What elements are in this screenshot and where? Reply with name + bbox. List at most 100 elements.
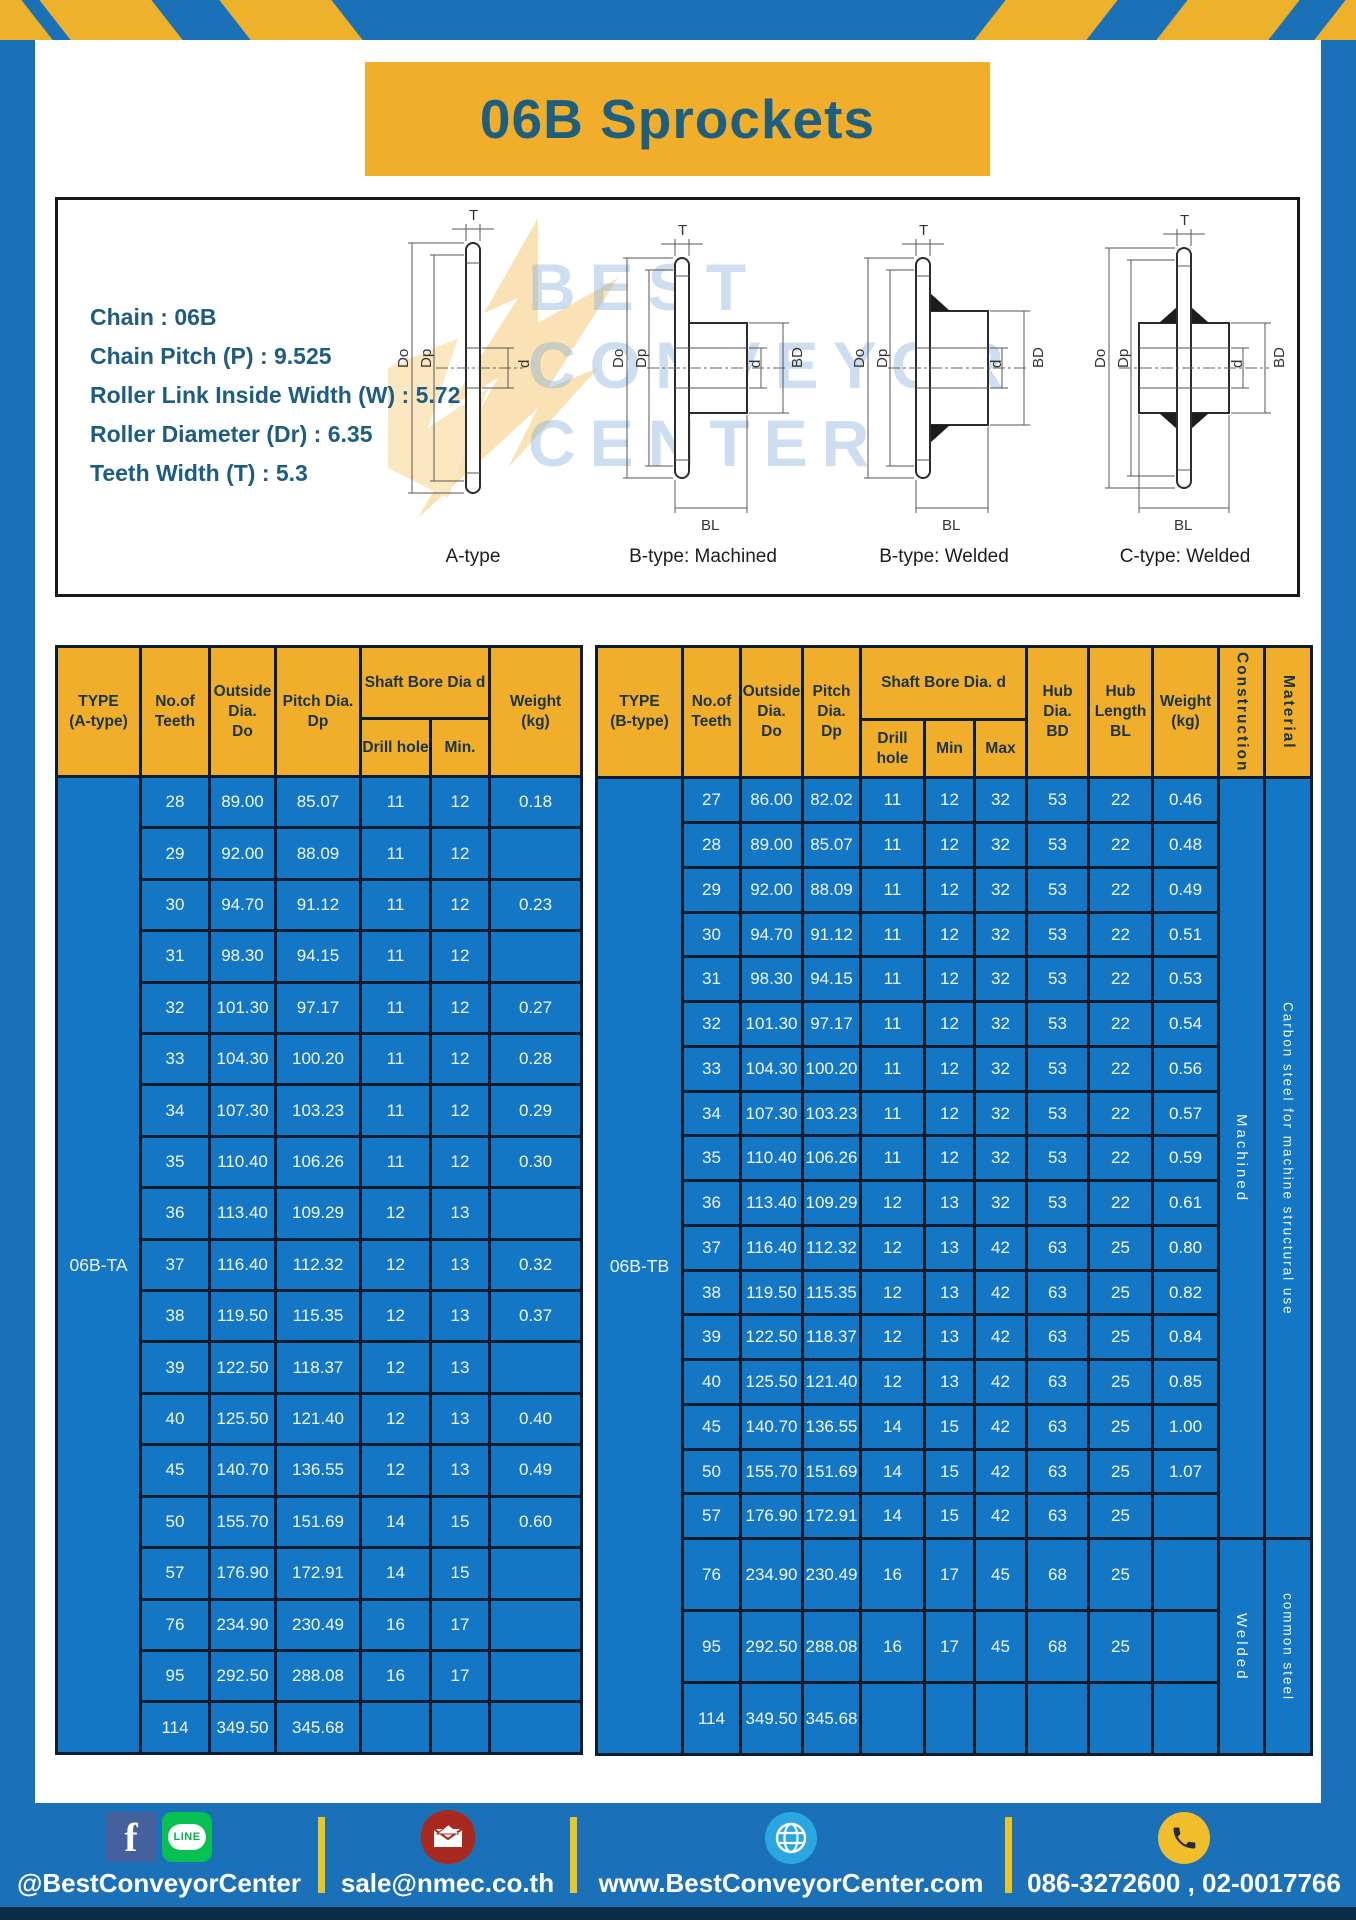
table-cell: 11 <box>859 1089 926 1138</box>
col-type: TYPE (B-type) <box>595 644 684 780</box>
table-cell: 230.49 <box>801 1537 862 1613</box>
table-cell: 136.55 <box>274 1443 362 1498</box>
table-cell: 172.91 <box>801 1492 862 1541</box>
table-cell: 0.56 <box>1151 1044 1221 1093</box>
table-cell: 45 <box>972 1609 1029 1685</box>
mail-icon <box>420 1810 475 1864</box>
table-cell: 25 <box>1087 1402 1155 1451</box>
spec-line: Chain Pitch (P) : 9.525 <box>90 343 332 369</box>
table-cell: 12 <box>359 1289 432 1344</box>
table-row: 32 101.30 97.17 11 12 0.27 <box>57 980 584 1036</box>
table-cell: 45 <box>972 1537 1029 1613</box>
table-row: 114 349.50 345.68 <box>597 1681 1312 1757</box>
spec-block: Chain : 06B Chain Pitch (P) : 9.525 Roll… <box>90 298 460 493</box>
table-row: 76 234.90 230.49 16 17 <box>57 1597 584 1652</box>
table-cell: 22 <box>1087 821 1155 869</box>
table-cell: 76 <box>139 1597 211 1652</box>
table-cell: 110.40 <box>208 1134 277 1190</box>
footer-divider <box>318 1817 325 1893</box>
table-cell: 0.27 <box>488 980 584 1036</box>
hazard-stripe <box>1151 0 1305 40</box>
table-cell: 22 <box>1087 955 1155 1004</box>
table-cell: 36 <box>681 1179 742 1227</box>
table-cell <box>488 1186 584 1241</box>
table-cell: 40 <box>139 1391 211 1447</box>
table-cell: 11 <box>359 826 432 881</box>
table-cell: 30 <box>681 910 742 959</box>
table-row: 76 234.90 230.49 16 17 45 68 25 Welded common ste… <box>597 1537 1314 1757</box>
table-cell: 288.08 <box>801 1609 862 1685</box>
footer-divider <box>1005 1817 1012 1893</box>
table-cell: 103.23 <box>274 1083 362 1138</box>
line-icon: LINE <box>162 1812 212 1862</box>
social-handle: @BestConveyorCenter <box>17 1868 301 1898</box>
table-cell: 53 <box>1025 1089 1091 1138</box>
table-a: TYPE (A-type) No.of Teeth Outside Dia. D… <box>55 645 584 1755</box>
table-cell: 42 <box>972 1447 1029 1496</box>
table-cell: 34 <box>681 1089 742 1138</box>
table-cell: 13 <box>428 1289 492 1344</box>
svg-text:d: d <box>1229 360 1246 368</box>
table-cell: 53 <box>1025 1134 1091 1183</box>
top-hazard-band <box>0 0 1356 40</box>
table-row: 29 92.00 88.09 11 12 32 53 22 0.49 <box>597 865 1312 914</box>
col-construction: Construction <box>1217 644 1267 780</box>
table-row: 37 116.40 112.32 12 13 42 63 25 0.80 <box>597 1223 1312 1272</box>
table-cell: 100.20 <box>274 1032 362 1087</box>
table-cell: 32 <box>972 1089 1029 1138</box>
table-cell: 12 <box>359 1391 432 1447</box>
table-cell: 12 <box>923 1000 976 1048</box>
table-cell: 53 <box>1025 1044 1091 1093</box>
table-cell: 32 <box>972 1044 1029 1093</box>
col-drill-hole: Drill hole <box>359 717 432 778</box>
table-cell <box>488 1648 584 1704</box>
table-row: 95 292.50 288.08 16 17 <box>57 1648 584 1704</box>
table-cell: 15 <box>923 1492 976 1541</box>
diagram-panel: BEST CONVEYOR CENTER Chain : 06B Chain P… <box>55 197 1300 597</box>
table-row: 33 104.30 100.20 11 12 0.28 <box>57 1032 584 1087</box>
table-cell: 118.37 <box>801 1313 862 1362</box>
table-cell: 12 <box>859 1223 926 1272</box>
table-cell: 97.17 <box>801 1000 862 1048</box>
table-cell: 32 <box>972 1000 1029 1048</box>
table-b-header: TYPE (B-type) No.of Teeth Outside Dia. D… <box>595 644 1314 780</box>
website-text: www.BestConveyorCenter.com <box>598 1868 984 1898</box>
table-a-header: TYPE (A-type) No.of Teeth Outside Dia. D… <box>55 645 584 778</box>
table-cell: 11 <box>859 910 926 959</box>
table-cell: 13 <box>923 1223 976 1272</box>
table-cell: 13 <box>923 1268 976 1317</box>
table-cell: 53 <box>1025 955 1091 1004</box>
col-weight: Weight (kg) <box>488 645 584 778</box>
table-cell <box>359 1700 432 1755</box>
table-cell: 0.46 <box>1151 776 1221 825</box>
table-cell: 53 <box>1025 776 1091 825</box>
table-cell: 57 <box>681 1492 742 1541</box>
table-cell: 95 <box>681 1609 742 1685</box>
table-cell: 32 <box>972 1134 1029 1183</box>
table-cell: 17 <box>923 1537 976 1613</box>
table-cell: 140.70 <box>739 1402 804 1451</box>
diagram-caption: C-type: Welded <box>1119 546 1251 567</box>
table-cell: 12 <box>359 1186 432 1241</box>
col-shaft-bore: Shaft Bore Dia d <box>358 645 492 720</box>
facebook-icon: f <box>106 1812 156 1862</box>
table-b: TYPE (B-type) No.of Teeth Outside Dia. D… <box>595 644 1314 1757</box>
table-cell: 15 <box>923 1402 976 1451</box>
table-cell: 36 <box>139 1186 211 1241</box>
table-cell: 0.48 <box>1151 821 1221 869</box>
globe-icon <box>765 1812 817 1864</box>
table-cell: 16 <box>859 1537 926 1613</box>
table-cell: 119.50 <box>208 1289 277 1344</box>
col-weight: Weight (kg) <box>1151 644 1221 780</box>
table-cell: 63 <box>1025 1313 1091 1362</box>
table-cell: 39 <box>139 1340 211 1395</box>
col-type: TYPE (A-type) <box>55 645 142 778</box>
table-cell: 12 <box>923 865 976 914</box>
table-row: 38 119.50 115.35 12 13 0.37 <box>57 1289 584 1344</box>
table-cell: 349.50 <box>739 1681 804 1757</box>
table-cell: 33 <box>681 1044 742 1093</box>
table-cell: 112.32 <box>801 1223 862 1272</box>
svg-text:T: T <box>919 222 928 239</box>
table-cell: 76 <box>681 1537 742 1613</box>
table-cell: 30 <box>139 877 211 933</box>
